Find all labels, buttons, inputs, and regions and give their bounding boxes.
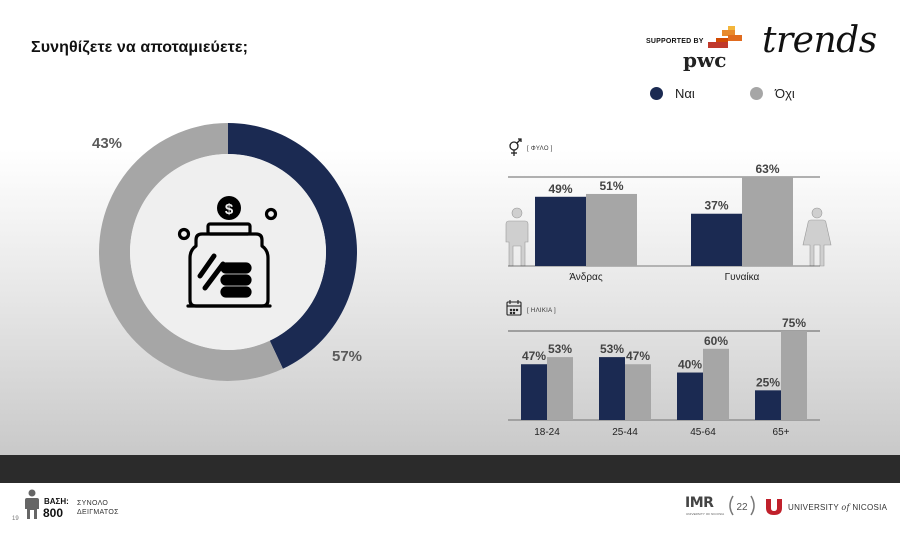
supported-by-label: SUPPORTED BY [646,38,704,45]
page-title: Συνηθίζετε να αποταμιεύετε; [31,39,248,56]
age-chart-value-label: 53% [600,342,624,356]
male-figure-icon [505,207,529,267]
age-chart-bar-no [625,364,651,420]
gender-chart-value-label: 63% [755,162,779,176]
university-of-nicosia-logo [766,499,782,515]
person-icon [25,489,39,519]
footer [0,483,900,540]
calendar-icon [506,300,522,316]
base-label: ΒΑΣΗ: [44,497,69,506]
svg-text:$: $ [225,201,234,218]
gender-chart-bar-no [742,177,793,266]
gender-chart-category-label: Άνδρας [569,272,603,283]
gender-icon [509,138,522,156]
age-chart-category-label: 45-64 [690,427,716,438]
university-suffix: NICOSIA [852,503,888,512]
age-chart-value-label: 60% [704,334,728,348]
university-prefix: UNIVERSITY [788,503,839,512]
sample-line-2: ΔΕΙΓΜΑΤΟΣ [77,509,119,516]
donut-center-disc [130,154,326,350]
base-value: 800 [43,506,64,520]
imr-subtitle: UNIVERSITY OF NICOSIA [686,512,725,516]
gender-chart-bar-yes [691,213,742,266]
age-chart-category-label: 25-44 [612,427,638,438]
legend-no-swatch [750,87,763,100]
age-chart-value-label: 53% [548,342,572,356]
legend-yes-swatch [650,87,663,100]
gender-chart-value-label: 51% [599,179,623,193]
gender-chart-bar-yes [535,196,586,266]
university-name: UNIVERSITY of NICOSIA [788,503,887,512]
university-of: of [841,503,850,512]
gender-section-label: [ ΦΥΛΟ ] [527,146,553,152]
age-chart-value-label: 40% [678,358,702,372]
age-chart-value-label: 47% [626,349,650,363]
age-chart-category-label: 65+ [773,427,790,438]
page-number: 19 [12,516,19,522]
sample-text: ΣΥΝΟΛΟ ΔΕΙΓΜΑΤΟΣ [77,499,119,517]
age-chart-bar-yes [599,357,625,420]
savings-donut-chart: $ [98,123,357,381]
footer-band [0,455,900,483]
age-chart-category-label: 18-24 [534,427,560,438]
age-chart-bar-yes [677,372,703,420]
gender-chart-category-label: Γυναίκα [725,271,760,283]
age-chart-bar-no [703,348,729,420]
age-section-label: [ ΗΛΙΚΙΑ ] [527,308,557,314]
age-chart-bar-yes [755,390,781,420]
pwc-logo-mark [708,26,742,48]
age-chart-value-label: 75% [782,316,806,330]
donut-slice-yes [228,123,357,369]
gender-chart-value-label: 49% [548,182,572,196]
female-figure-icon [802,207,832,267]
donut-slice-no [98,123,283,381]
donut-label-no: 57% [332,348,363,365]
age-chart-bar-yes [521,364,547,420]
pwc-logo: pwc [683,48,727,72]
age-chart-bar-no [781,331,807,420]
age-chart-bar-no [547,357,573,420]
trends-logo: trends [762,20,877,61]
legend-no-label: Όχι [775,86,795,101]
age-chart-value-label: 47% [522,349,546,363]
anniversary-number: 22 [736,502,748,513]
money-jar-icon: $ [177,196,278,308]
gender-chart-bar-no [586,193,637,266]
donut-label-yes: 43% [92,135,123,152]
legend-yes-label: Ναι [675,86,695,101]
sample-line-1: ΣΥΝΟΛΟ [77,500,109,507]
gender-chart-value-label: 37% [704,199,728,213]
age-chart-value-label: 25% [756,375,780,389]
legend-no: Όχι [750,86,795,101]
legend-yes: Ναι [650,86,695,101]
anniversary-badge-icon: 22 [729,495,755,516]
imr-logo: IMR [685,495,714,511]
